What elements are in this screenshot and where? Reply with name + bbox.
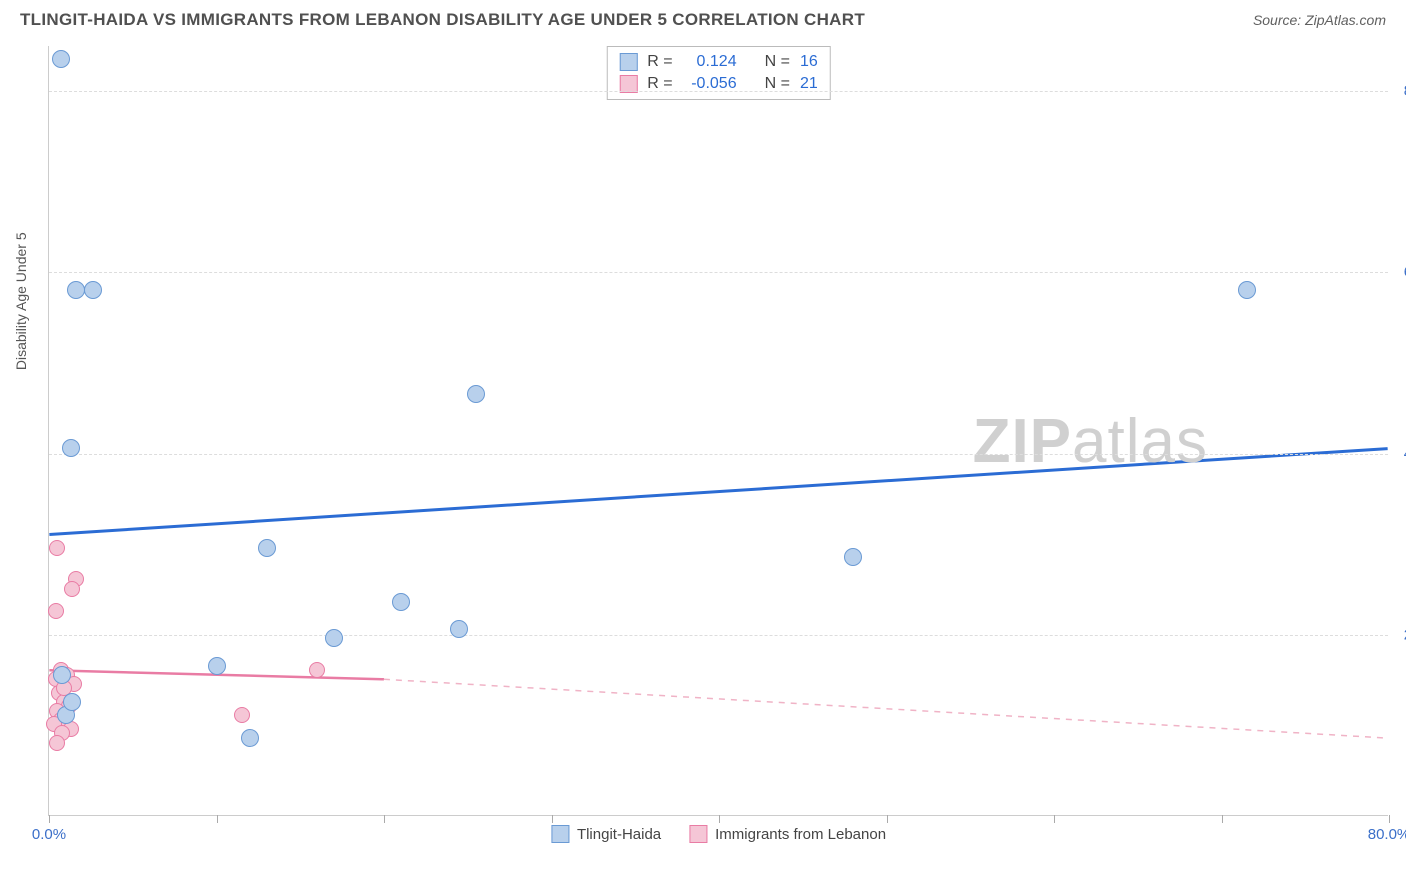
x-tick xyxy=(217,815,218,823)
scatter-point xyxy=(52,50,70,68)
scatter-point xyxy=(49,540,65,556)
scatter-point xyxy=(258,539,276,557)
scatter-point xyxy=(67,281,85,299)
legend-label-pink: Immigrants from Lebanon xyxy=(715,826,886,843)
x-tick xyxy=(1389,815,1390,823)
x-tick-label: 80.0% xyxy=(1368,826,1406,843)
scatter-point xyxy=(84,281,102,299)
watermark-bold: ZIP xyxy=(973,407,1072,476)
trend-line xyxy=(49,449,1387,535)
scatter-point xyxy=(53,666,71,684)
chart-plot-area: Disability Age Under 5 ZIPatlas R = 0.12… xyxy=(48,46,1388,816)
y-axis-label: Disability Age Under 5 xyxy=(13,232,29,370)
legend-swatch-blue xyxy=(619,53,637,71)
gridline xyxy=(49,91,1388,92)
legend-series: Tlingit-Haida Immigrants from Lebanon xyxy=(551,825,886,843)
scatter-point xyxy=(63,693,81,711)
r-value-blue: 0.124 xyxy=(683,53,737,71)
chart-title: TLINGIT-HAIDA VS IMMIGRANTS FROM LEBANON… xyxy=(20,10,865,30)
scatter-point xyxy=(1238,281,1256,299)
scatter-point xyxy=(208,657,226,675)
legend-item-blue: Tlingit-Haida xyxy=(551,825,661,843)
scatter-point xyxy=(467,385,485,403)
chart-header: TLINGIT-HAIDA VS IMMIGRANTS FROM LEBANON… xyxy=(0,0,1406,36)
legend-label-blue: Tlingit-Haida xyxy=(577,826,661,843)
chart-source: Source: ZipAtlas.com xyxy=(1253,12,1386,28)
watermark: ZIPatlas xyxy=(973,406,1208,477)
gridline xyxy=(49,635,1388,636)
r-label: R = xyxy=(647,53,672,71)
x-tick xyxy=(719,815,720,823)
scatter-point xyxy=(392,593,410,611)
x-tick-label: 0.0% xyxy=(32,826,66,843)
scatter-point xyxy=(450,620,468,638)
legend-row-blue: R = 0.124 N = 16 xyxy=(619,51,817,73)
scatter-point xyxy=(49,735,65,751)
trend-line xyxy=(384,679,1388,738)
scatter-point xyxy=(234,707,250,723)
scatter-point xyxy=(309,662,325,678)
legend-swatch-pink-icon xyxy=(689,825,707,843)
n-value-blue: 16 xyxy=(800,53,818,71)
x-tick xyxy=(552,815,553,823)
legend-swatch-blue-icon xyxy=(551,825,569,843)
trend-lines-svg xyxy=(49,46,1388,815)
x-tick xyxy=(1054,815,1055,823)
scatter-point xyxy=(62,439,80,457)
watermark-rest: atlas xyxy=(1072,407,1208,476)
x-tick xyxy=(49,815,50,823)
scatter-point xyxy=(241,729,259,747)
x-tick xyxy=(887,815,888,823)
x-tick xyxy=(1222,815,1223,823)
n-label: N = xyxy=(765,53,790,71)
legend-item-pink: Immigrants from Lebanon xyxy=(689,825,886,843)
gridline xyxy=(49,454,1388,455)
scatter-point xyxy=(48,603,64,619)
scatter-point xyxy=(64,581,80,597)
gridline xyxy=(49,272,1388,273)
scatter-point xyxy=(844,548,862,566)
x-tick xyxy=(384,815,385,823)
scatter-point xyxy=(325,629,343,647)
